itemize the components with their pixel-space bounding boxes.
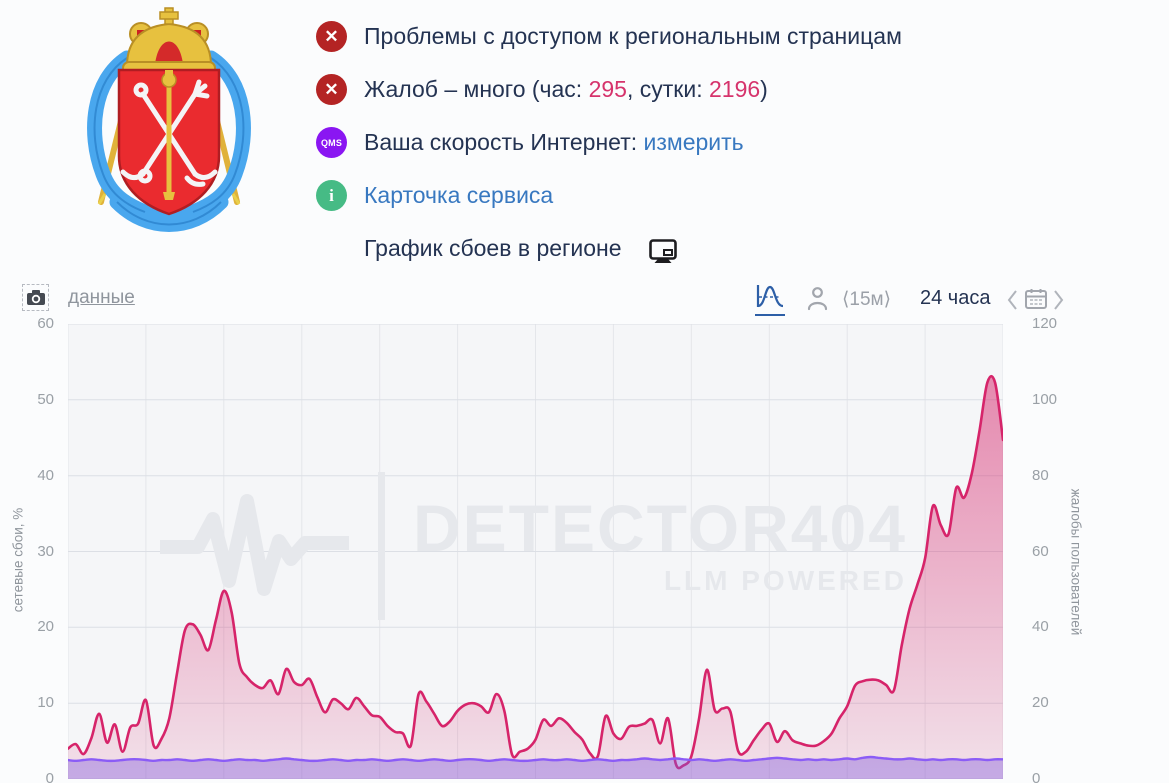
left-tick-label: 10 [37, 694, 54, 712]
error-icon: ✕ [316, 74, 347, 105]
screenshot-button[interactable] [22, 284, 49, 311]
interval-selector[interactable]: ⟨15м⟩ [842, 289, 892, 310]
chart-title: График сбоев в регионе [364, 235, 622, 261]
distribution-toggle[interactable] [755, 284, 785, 316]
service-card-link[interactable]: Карточка сервиса [364, 182, 554, 208]
complaints-mid: , сутки: [626, 76, 709, 102]
error-icon: ✕ [316, 21, 347, 52]
status-access-text: Проблемы с доступом к региональным стран… [364, 23, 902, 49]
data-link[interactable]: данные [68, 287, 135, 308]
chevron-right-icon [1054, 290, 1064, 310]
outage-chart: 0 10 20 30 40 50 60 0 20 40 60 80 100 120 DETECTOR40… [0, 315, 1169, 783]
right-tick-label: 80 [1032, 466, 1049, 484]
status-complaints-text: Жалоб – много (час: 295, сутки: 2196) [364, 76, 768, 103]
user-mode-toggle[interactable] [806, 286, 829, 316]
speedtest-prefix: Ваша скорость Интернет: [364, 129, 644, 155]
chevron-left-icon [1007, 290, 1017, 310]
person-icon [807, 287, 828, 311]
status-list: ✕ Проблемы с доступом к региональным стр… [316, 10, 902, 275]
status-row-complaints: ✕ Жалоб – много (час: 295, сутки: 2196) [316, 63, 902, 116]
right-axis-title: жалобы пользователей [1068, 488, 1084, 636]
complaints-suffix: ) [760, 76, 768, 102]
speedtest-link[interactable]: измерить [643, 129, 744, 155]
next-day-button[interactable] [1053, 289, 1064, 316]
right-tick-label: 120 [1032, 315, 1058, 332]
range-label[interactable]: 24 часа [920, 287, 991, 309]
distribution-icon [756, 285, 784, 308]
qms-icon: QMS [316, 127, 347, 158]
left-tick-label: 0 [45, 770, 54, 783]
right-tick-label: 100 [1032, 390, 1058, 408]
prev-day-button[interactable] [1007, 289, 1018, 316]
right-tick-label: 60 [1032, 542, 1049, 560]
plot-area[interactable]: DETECTOR404 LLM POWERED [68, 324, 1003, 779]
left-axis-ticks: 0 10 20 30 40 50 60 [0, 315, 60, 783]
left-axis-title: сетевые сбои, % [10, 507, 26, 613]
chart-canvas[interactable] [68, 324, 1003, 779]
status-row-chart-title: График сбоев в регионе [316, 222, 902, 275]
scepter-icon [161, 70, 177, 200]
status-row-service-card: i Карточка сервиса [316, 169, 902, 222]
right-tick-label: 0 [1032, 770, 1041, 783]
status-row-access: ✕ Проблемы с доступом к региональным стр… [316, 10, 902, 63]
region-coat-of-arms [87, 7, 251, 232]
speedtest-text: Ваша скорость Интернет: измерить [364, 129, 744, 156]
left-tick-label: 20 [37, 618, 54, 636]
left-tick-label: 60 [37, 315, 54, 332]
calendar-button[interactable] [1024, 287, 1048, 316]
left-tick-label: 40 [37, 466, 54, 484]
left-tick-label: 50 [37, 390, 54, 408]
camera-icon [26, 290, 45, 305]
left-tick-label: 30 [37, 542, 54, 560]
right-tick-label: 20 [1032, 694, 1049, 712]
right-tick-label: 40 [1032, 618, 1049, 636]
right-axis-ticks: 0 20 40 60 80 100 120 [1028, 315, 1088, 783]
imperial-crown-icon [122, 7, 216, 76]
complaints-day-count: 2196 [708, 76, 761, 102]
status-row-speedtest: QMS Ваша скорость Интернет: измерить [316, 116, 902, 169]
complaints-prefix: Жалоб – много (час: [364, 76, 589, 102]
complaints-hour-count: 295 [588, 76, 627, 102]
info-icon: i [316, 180, 347, 211]
calendar-icon [1025, 289, 1047, 309]
monitor-icon [648, 238, 677, 263]
